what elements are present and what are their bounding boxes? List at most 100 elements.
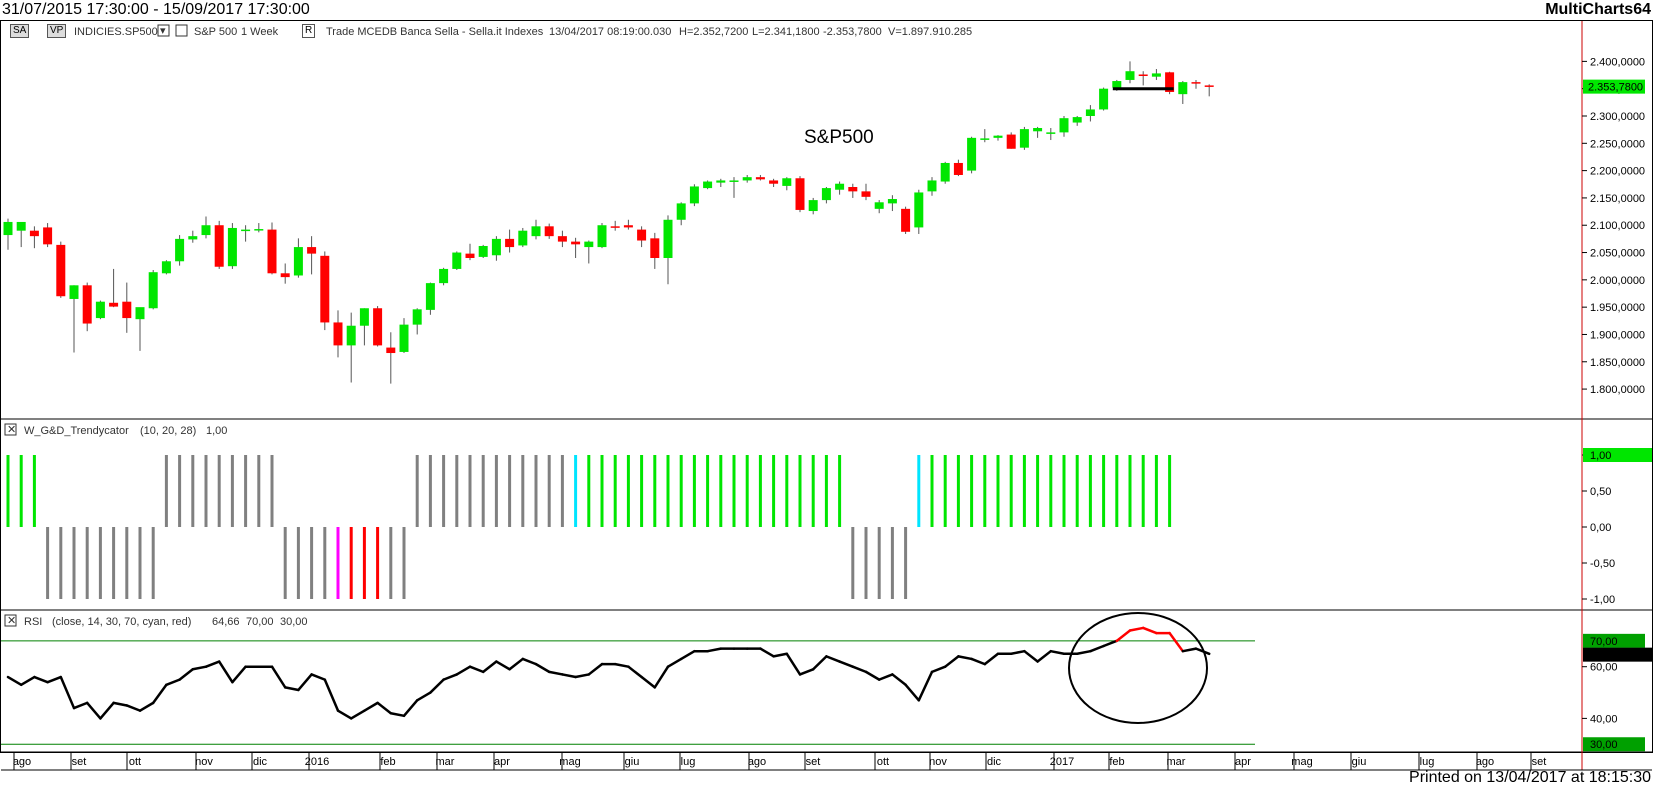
rsi-value-box bbox=[1583, 647, 1652, 662]
candle-body bbox=[43, 227, 53, 245]
close-icon[interactable] bbox=[4, 614, 17, 627]
rsi-segment bbox=[1036, 649, 1053, 663]
rsi-segment bbox=[1023, 649, 1039, 663]
time-tick-label: mar bbox=[436, 756, 455, 768]
candle-body bbox=[676, 203, 686, 220]
candle-body bbox=[914, 192, 924, 228]
candle-body bbox=[1085, 109, 1095, 116]
rsi-segment bbox=[217, 660, 234, 684]
rsi-segment bbox=[587, 662, 604, 676]
rsi-segment bbox=[891, 673, 907, 687]
rsi-segment bbox=[825, 655, 841, 663]
time-tick-label: 2017 bbox=[1050, 756, 1074, 768]
candle-body bbox=[175, 238, 185, 262]
rsi-segment bbox=[495, 660, 511, 671]
rsi-lower-label: 30,00 bbox=[1590, 739, 1618, 751]
rsi-segment bbox=[151, 683, 168, 705]
time-tick-label: ott bbox=[877, 756, 889, 768]
time-tick-label: mag bbox=[1291, 756, 1312, 768]
rsi-segment bbox=[653, 665, 670, 689]
rsi-segment bbox=[85, 701, 102, 720]
rsi-segment bbox=[640, 675, 657, 689]
price-tick-label: 1.900,0000 bbox=[1590, 329, 1645, 341]
close-icon[interactable] bbox=[4, 423, 17, 436]
time-tick-label: apr bbox=[1235, 756, 1251, 768]
candle-body bbox=[650, 238, 660, 258]
instrument-icon[interactable] bbox=[175, 24, 188, 37]
rsi-segment bbox=[297, 673, 313, 692]
rsi-segment bbox=[1049, 649, 1066, 656]
candle-body bbox=[940, 162, 950, 182]
candle-body bbox=[518, 230, 528, 246]
candle-body bbox=[56, 244, 66, 297]
rsi-segment bbox=[838, 660, 855, 668]
candle-body bbox=[3, 221, 13, 236]
candle-body bbox=[241, 229, 251, 232]
sa-button[interactable]: SA bbox=[10, 24, 30, 38]
candle-body bbox=[597, 225, 607, 248]
candle-body bbox=[95, 301, 105, 319]
rsi-segment bbox=[785, 652, 802, 676]
time-tick-label: set bbox=[806, 756, 821, 768]
time-tick-label: feb bbox=[380, 756, 395, 768]
candle-body bbox=[1033, 128, 1043, 132]
rsi-layer bbox=[1, 626, 1255, 745]
candle-body bbox=[808, 200, 818, 212]
candle-body bbox=[901, 208, 911, 232]
rsi-segment bbox=[983, 652, 1000, 666]
candle-body bbox=[1019, 129, 1029, 148]
rsi-tick-label: 60,00 bbox=[1590, 662, 1618, 674]
rsi-segment bbox=[970, 657, 987, 666]
candle-body bbox=[267, 229, 277, 274]
rsi-segment bbox=[125, 704, 142, 712]
time-tick-label: 2016 bbox=[305, 756, 329, 768]
candle-body bbox=[953, 162, 963, 175]
rsi-segment bbox=[534, 662, 551, 674]
rsi-segment bbox=[455, 665, 472, 676]
rsi-segment bbox=[112, 701, 129, 707]
rsi-segment bbox=[138, 701, 155, 712]
candle-body bbox=[1072, 117, 1082, 123]
candle-body bbox=[1191, 82, 1201, 84]
candle-body bbox=[544, 226, 554, 237]
candle-body bbox=[161, 261, 171, 274]
candle-body bbox=[835, 183, 845, 190]
symbol-dropdown-icon[interactable] bbox=[157, 24, 170, 37]
candle-body bbox=[1204, 85, 1214, 87]
candle-body bbox=[109, 302, 119, 307]
candle-body bbox=[214, 225, 224, 267]
symbol-label[interactable]: INDICIES.SP500 bbox=[74, 26, 158, 38]
r-button[interactable]: R bbox=[302, 24, 316, 38]
candle-body bbox=[861, 191, 871, 197]
vp-button[interactable]: VP bbox=[47, 24, 67, 38]
time-tick-label: apr bbox=[494, 756, 510, 768]
rsi-segment bbox=[481, 660, 498, 674]
candle-body bbox=[399, 324, 409, 352]
time-tick-label: lug bbox=[1420, 756, 1435, 768]
rsi-segment bbox=[442, 673, 459, 681]
candle-body bbox=[663, 219, 673, 258]
chevron-down-icon: ▾ bbox=[160, 25, 166, 37]
candle-body bbox=[967, 137, 977, 171]
time-tick-label: nov bbox=[929, 756, 947, 768]
rsi-segment bbox=[336, 709, 353, 720]
svg-text:✕: ✕ bbox=[7, 615, 16, 627]
rsi-segment bbox=[613, 662, 630, 668]
candle-body bbox=[505, 238, 515, 248]
time-tick-label: mar bbox=[1167, 756, 1186, 768]
rsi-segment bbox=[283, 686, 300, 692]
candle-body bbox=[980, 138, 990, 140]
candle-body bbox=[227, 227, 237, 267]
trend-tick-label: 0,00 bbox=[1590, 522, 1611, 534]
candle-body bbox=[1138, 74, 1148, 76]
rsi-segment bbox=[389, 711, 406, 718]
price-tick-label: 2.250,0000 bbox=[1590, 138, 1645, 150]
price-tick-label: 1.950,0000 bbox=[1590, 302, 1645, 314]
timeframe-label[interactable]: 1 Week bbox=[241, 26, 279, 38]
rsi-tick-label: 40,00 bbox=[1590, 713, 1618, 725]
candle-body bbox=[623, 225, 633, 228]
rsi-segment bbox=[270, 665, 287, 689]
rsi-segment bbox=[508, 657, 525, 671]
candle-body bbox=[1059, 118, 1069, 133]
